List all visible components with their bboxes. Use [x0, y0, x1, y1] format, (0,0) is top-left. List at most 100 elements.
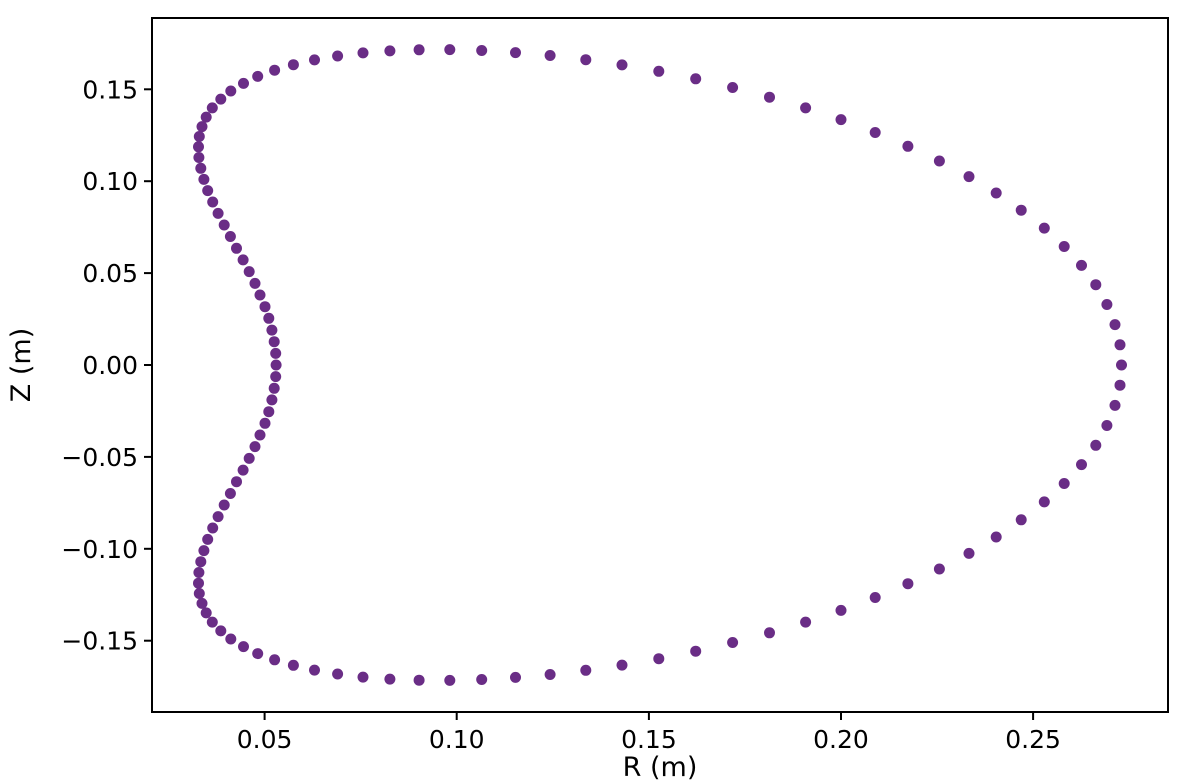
data-point — [259, 417, 271, 429]
data-point — [764, 627, 775, 639]
data-point — [653, 65, 665, 77]
data-point — [1109, 399, 1121, 411]
data-point — [215, 625, 227, 637]
x-tick-label: 0.15 — [621, 725, 677, 754]
data-point — [510, 671, 521, 683]
data-point — [198, 173, 210, 185]
data-point — [800, 102, 812, 114]
x-tick-label: 0.05 — [237, 725, 293, 754]
data-point — [212, 207, 224, 219]
data-point — [1058, 241, 1070, 252]
data-point — [237, 254, 249, 266]
data-point — [1101, 299, 1113, 310]
data-point — [1058, 478, 1070, 489]
data-point — [268, 382, 280, 394]
data-point — [270, 347, 282, 359]
data-point — [200, 111, 212, 123]
data-point — [869, 127, 881, 138]
data-point — [268, 336, 280, 348]
data-point — [544, 669, 556, 680]
data-point — [727, 637, 739, 648]
data-point — [1076, 259, 1087, 271]
data-point — [270, 371, 282, 383]
data-point — [252, 70, 264, 82]
data-point — [238, 77, 249, 89]
data-point — [193, 577, 204, 589]
data-point — [196, 597, 208, 609]
x-axis-label: R (m) — [623, 752, 698, 783]
data-point — [231, 242, 242, 254]
data-point — [727, 82, 739, 93]
data-point — [933, 155, 945, 167]
data-point — [193, 131, 205, 142]
data-point — [933, 563, 945, 575]
data-point — [616, 659, 628, 671]
data-point — [212, 511, 224, 523]
data-point — [764, 91, 775, 103]
data-point — [196, 121, 208, 133]
y-tick-label: −0.10 — [61, 535, 138, 564]
data-point — [690, 645, 702, 657]
y-tick-label: 0.10 — [82, 167, 138, 196]
data-point — [195, 162, 207, 174]
data-point — [963, 547, 975, 559]
y-tick-label: 0.00 — [82, 351, 138, 380]
data-point — [218, 219, 230, 231]
data-point — [332, 50, 344, 62]
data-point — [249, 277, 261, 289]
data-point — [266, 324, 278, 336]
data-point — [690, 73, 702, 85]
data-point — [224, 488, 236, 499]
data-point — [193, 567, 205, 578]
data-point — [259, 301, 271, 313]
data-point — [902, 140, 914, 152]
data-point — [263, 312, 275, 324]
data-point — [309, 664, 320, 676]
data-point — [835, 604, 847, 616]
axes-frame — [151, 17, 1169, 713]
data-point — [357, 47, 369, 59]
data-point — [215, 93, 227, 105]
data-point — [476, 45, 488, 56]
y-tick-label: −0.15 — [61, 627, 138, 656]
data-point — [384, 45, 396, 57]
y-axis-ticks: 0.15 0.10 0.05 0.00 −0.05 −0.10 −0.15 — [61, 75, 152, 656]
data-point — [193, 588, 205, 599]
data-point — [287, 659, 299, 671]
data-point — [800, 616, 812, 628]
data-point — [224, 231, 236, 242]
data-point — [357, 671, 369, 683]
x-tick-label: 0.25 — [1005, 725, 1061, 754]
data-point — [237, 464, 249, 476]
data-point — [198, 545, 210, 557]
data-point — [963, 171, 975, 183]
data-point — [544, 50, 556, 61]
data-point — [332, 668, 344, 680]
data-point — [225, 85, 237, 97]
data-point — [444, 674, 456, 686]
data-point — [202, 533, 214, 545]
data-point — [1109, 319, 1121, 331]
y-tick-label: 0.15 — [82, 75, 138, 104]
data-point — [1114, 379, 1126, 391]
data-point — [269, 654, 281, 666]
data-point — [990, 531, 1002, 543]
data-point — [1101, 420, 1113, 431]
x-tick-label: 0.20 — [813, 725, 869, 754]
data-point — [653, 653, 665, 665]
data-point — [413, 44, 425, 56]
data-point — [254, 289, 266, 301]
data-point — [1114, 339, 1126, 351]
data-point — [231, 476, 242, 488]
data-point — [1076, 459, 1087, 471]
data-point — [263, 406, 275, 418]
data-point — [200, 607, 212, 619]
data-point — [869, 592, 881, 603]
data-point — [193, 141, 204, 153]
data-point — [444, 44, 456, 56]
y-tick-label: 0.05 — [82, 259, 138, 288]
data-point — [1015, 204, 1027, 216]
data-point — [1116, 359, 1127, 371]
